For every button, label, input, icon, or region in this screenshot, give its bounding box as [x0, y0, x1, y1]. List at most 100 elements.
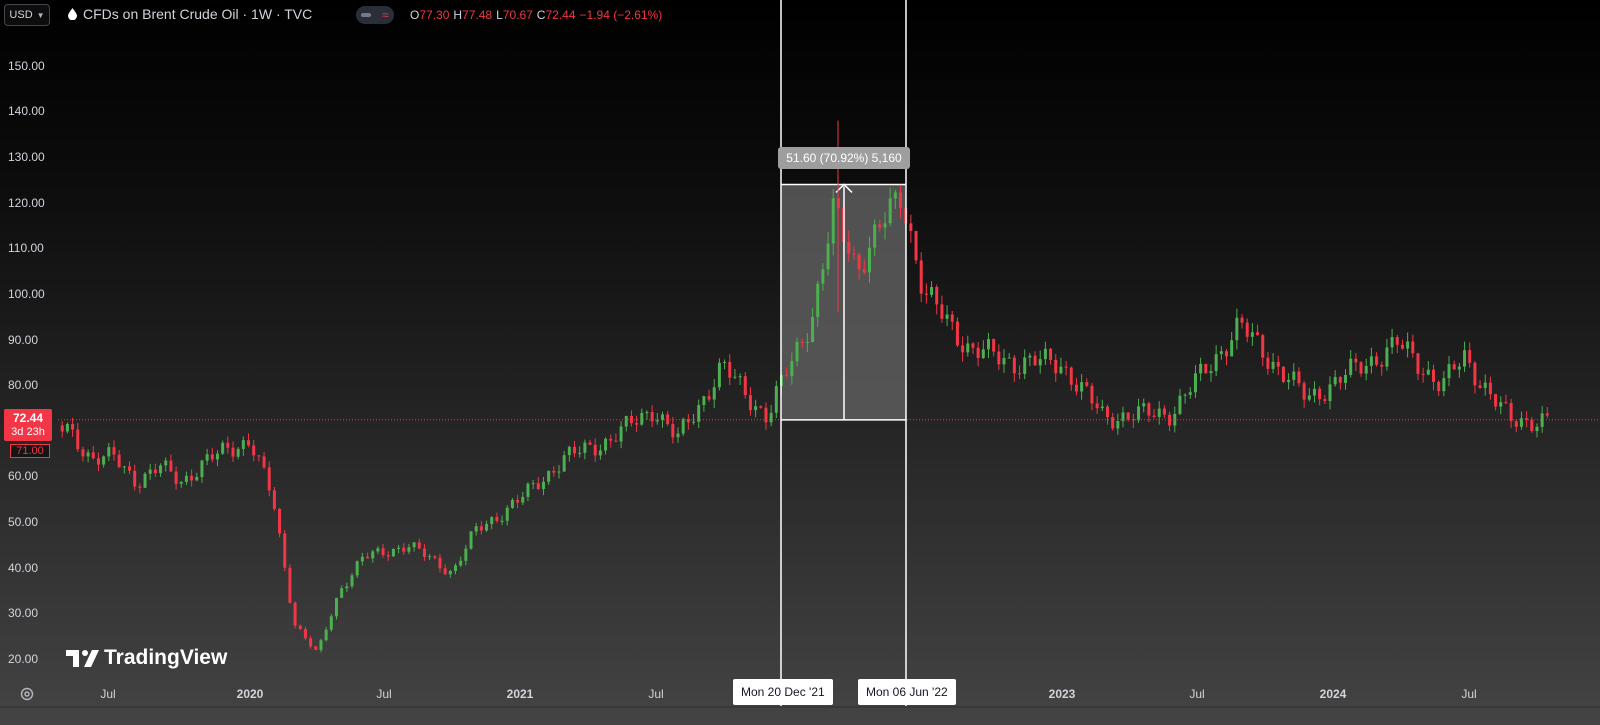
candle-body	[190, 475, 194, 481]
candle-body	[961, 345, 965, 353]
candle-body	[1157, 408, 1161, 417]
candle-body	[1043, 348, 1047, 360]
candle-body	[1473, 362, 1477, 386]
candle-body	[816, 283, 820, 318]
candle-body	[1028, 355, 1032, 358]
candle-body	[986, 339, 990, 350]
candle-body	[950, 314, 954, 322]
candle-body	[122, 466, 126, 468]
candle-body	[107, 447, 111, 457]
candle-body	[578, 452, 582, 454]
time-axis-label: 2024	[1319, 687, 1347, 701]
low-label: L	[496, 8, 503, 22]
measure-arrow	[835, 183, 853, 193]
candle-body	[1054, 359, 1058, 374]
candle-body	[386, 555, 390, 557]
candle-body	[759, 406, 763, 408]
candle-body	[76, 429, 80, 450]
candle-body	[1059, 366, 1063, 374]
candle-body	[1250, 332, 1254, 337]
candle-body	[148, 469, 152, 474]
candle-body	[490, 517, 494, 524]
candle-body	[1463, 350, 1467, 367]
candle-body	[660, 414, 664, 421]
candle-body	[1468, 350, 1472, 363]
candle-body	[366, 556, 370, 559]
price-axis-label: 30.00	[8, 606, 39, 621]
candle-body	[309, 638, 313, 647]
candle-body	[1457, 366, 1461, 370]
candle-body	[1406, 341, 1410, 349]
candle-body	[350, 575, 354, 587]
candle-body	[598, 450, 602, 456]
candle-body	[1007, 357, 1011, 359]
candle-body	[604, 438, 608, 451]
candle-body	[723, 361, 727, 363]
candle-body	[1131, 419, 1135, 421]
candle-body	[541, 481, 545, 490]
candle-body	[1349, 358, 1353, 375]
candle-body	[1302, 383, 1306, 400]
candle-body	[1049, 348, 1053, 360]
candle-body	[1530, 419, 1534, 432]
candle-body	[1540, 413, 1544, 427]
candle-body	[1183, 394, 1187, 396]
candle-body	[1271, 361, 1275, 369]
candle-body	[1064, 366, 1068, 368]
candle-body	[536, 483, 540, 490]
candle-body	[397, 547, 401, 549]
candle-body	[697, 405, 701, 422]
candle-body	[1519, 418, 1523, 427]
candle-body	[645, 412, 649, 414]
candle-body	[650, 412, 654, 422]
candle-body	[811, 317, 815, 343]
open-value: 77.30	[419, 8, 450, 22]
low-price-tag: 71.00	[10, 444, 50, 458]
candle-body	[899, 192, 903, 209]
candle-body	[1038, 359, 1042, 366]
measure-label[interactable]: 51.60 (70.92%) 5,160	[778, 147, 910, 169]
candle-body	[324, 629, 328, 641]
candle-body	[919, 260, 923, 294]
candle-body	[733, 376, 737, 378]
time-axis-label: Jul	[648, 687, 664, 701]
candle-body	[769, 412, 773, 423]
settings-icon[interactable]	[19, 686, 35, 702]
candle-body	[847, 242, 851, 254]
bar-countdown: 3d 23h	[11, 426, 45, 438]
candle-body	[65, 424, 69, 432]
candle-body	[91, 452, 95, 459]
candle-body	[1338, 376, 1342, 383]
candle-body	[340, 588, 344, 598]
candle-body	[169, 460, 173, 472]
candle-body	[1442, 378, 1446, 392]
candle-body	[800, 341, 804, 343]
candle-body	[831, 198, 835, 244]
price-axis[interactable]: 150.00 140.00 130.00 120.00 110.00 100.00 90.0…	[0, 0, 60, 725]
price-axis-label: 50.00	[8, 515, 39, 530]
measure-end-date: Mon 06 Jun '22	[858, 679, 956, 705]
candle-body	[671, 424, 675, 438]
symbol-title[interactable]: CFDs on Brent Crude Oil · 1W · TVC	[68, 6, 312, 22]
price-axis-label: 80.00	[8, 378, 39, 393]
candle-body	[640, 412, 644, 425]
candle-body	[795, 341, 799, 362]
price-axis-label: 40.00	[8, 560, 39, 575]
candle-body	[955, 321, 959, 346]
tradingview-logo[interactable]: TradingView	[66, 646, 227, 670]
candle-body	[376, 548, 380, 552]
candle-body	[867, 247, 871, 273]
currency-selector[interactable]: USD ▼	[4, 4, 50, 26]
visibility-toggle[interactable]: ≈	[356, 6, 394, 24]
candle-body	[764, 407, 768, 423]
price-axis-label: 140.00	[8, 104, 45, 119]
candle-body	[128, 466, 132, 471]
candle-body	[1431, 369, 1435, 382]
candle-body	[728, 361, 732, 378]
candle-body	[272, 490, 276, 509]
candle-body	[883, 223, 887, 228]
candle-body	[1162, 408, 1166, 415]
candle-body	[1023, 357, 1027, 374]
candle-body	[1188, 392, 1192, 395]
